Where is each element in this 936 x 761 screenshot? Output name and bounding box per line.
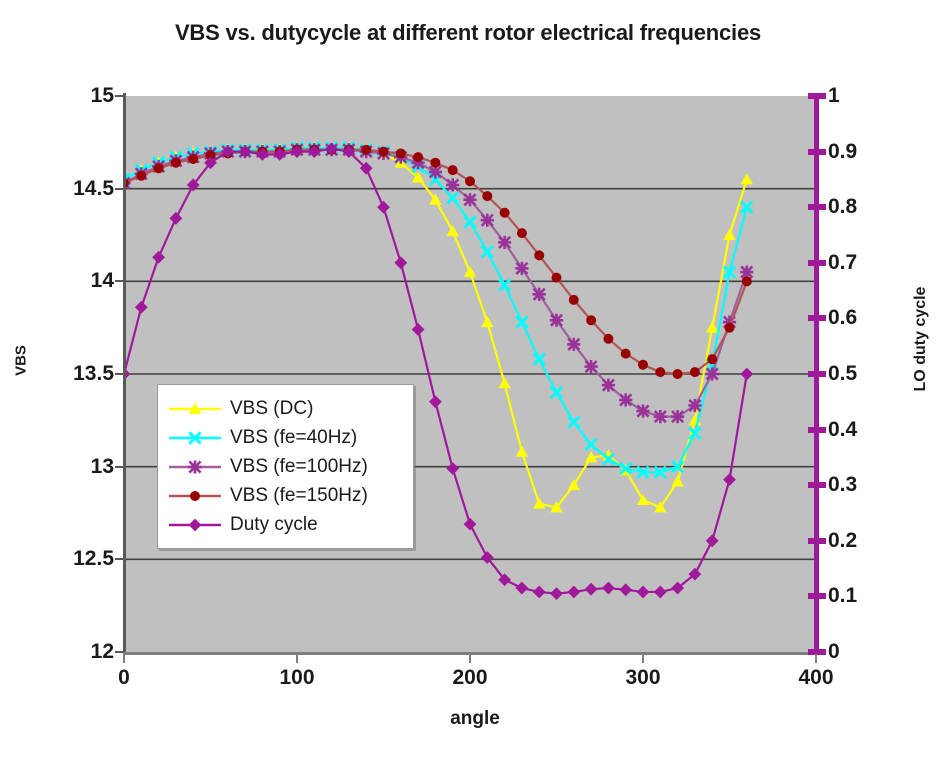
y-tick-mark-right — [808, 148, 826, 155]
chart-legend: VBS (DC) VBS (fe=40Hz) VBS (fe=100Hz) VBS (… — [157, 384, 414, 549]
plot-svg — [124, 141, 816, 601]
chart-title: VBS vs. dutycycle at different rotor ele… — [174, 20, 762, 45]
y-tick-label-right: 0.3 — [828, 473, 858, 497]
legend-item[interactable]: VBS (fe=100Hz) — [158, 452, 413, 481]
y-tick-label-left: 12 — [90, 640, 114, 663]
y-tick-label-right: 1 — [828, 84, 840, 107]
y-tick-label-right: 0.5 — [828, 362, 858, 385]
bottom-axis-line — [123, 652, 819, 655]
left-axis-line — [123, 93, 126, 655]
y-tick-mark-right — [808, 426, 826, 433]
x-tick-label: 100 — [279, 666, 315, 689]
legend-item-label: VBS (DC) — [230, 397, 314, 419]
y-tick-mark-right — [808, 371, 826, 377]
y-tick-label-right: 0.4 — [828, 417, 858, 441]
y-tick-label-left: 14 — [90, 269, 114, 293]
legend-item[interactable]: VBS (fe=150Hz) — [158, 481, 413, 510]
y-tick-mark-right — [808, 482, 826, 489]
y-axis-label-left: VBS — [12, 345, 30, 376]
legend-item[interactable]: Duty cycle — [158, 510, 413, 539]
x-tick-mark — [469, 654, 471, 663]
y-tick-label-right: 0.6 — [828, 306, 858, 330]
y-tick-mark-right — [808, 204, 826, 211]
x-axis-tick-labels: 0 100 200 300 400 — [0, 666, 936, 696]
x-tick-label: 200 — [452, 666, 488, 689]
y-tick-label-right: 0.7 — [828, 250, 858, 274]
y-tick-label-right: 0.2 — [828, 528, 858, 552]
legend-item[interactable]: VBS (fe=40Hz) — [158, 423, 413, 452]
y-tick-mark-left — [115, 95, 124, 97]
y-tick-label-left: 14.5 — [73, 176, 114, 200]
x-tick-label: 300 — [625, 666, 661, 689]
y-tick-label-left: 15 — [90, 84, 114, 107]
legend-marker-icon — [168, 428, 222, 448]
y-axis-label-right: LO duty cycle — [912, 286, 929, 392]
y-tick-label-left: 12.5 — [73, 547, 114, 571]
legend-item-label: VBS (fe=100Hz) — [230, 455, 368, 477]
y-tick-label-right: 0 — [828, 640, 840, 663]
y-tick-label-left: 13 — [90, 454, 114, 478]
y-tick-mark-right — [808, 93, 826, 99]
x-tick-mark — [642, 654, 644, 663]
legend-marker-icon — [168, 457, 222, 477]
legend-item-label: VBS (fe=150Hz) — [230, 484, 368, 506]
legend-item[interactable]: VBS (DC) — [158, 394, 413, 423]
x-tick-mark — [123, 654, 125, 663]
legend-item-label: VBS (fe=40Hz) — [230, 426, 358, 448]
legend-marker-icon — [168, 515, 222, 535]
legend-marker-icon — [168, 399, 222, 419]
y-tick-mark-right — [808, 537, 826, 544]
left-axis-tick-labels: 15 14.5 14 13.5 13 12.5 12 — [52, 84, 114, 663]
y-tick-label-right: 0.1 — [828, 584, 858, 608]
y-tick-mark-left — [115, 280, 124, 283]
x-axis-label: angle — [450, 708, 500, 729]
y-tick-label-right: 0.8 — [828, 195, 858, 219]
plot-area — [124, 96, 816, 652]
y-tick-mark-right — [808, 315, 826, 322]
y-tick-mark-left — [115, 465, 124, 468]
y-tick-mark-right — [808, 593, 826, 600]
y-tick-mark-left — [115, 187, 124, 190]
legend-marker-icon — [168, 486, 222, 506]
x-tick-mark — [815, 654, 817, 663]
y-tick-mark-right — [808, 259, 826, 266]
x-tick-label: 0 — [118, 666, 130, 689]
y-tick-mark-right — [808, 649, 826, 655]
x-tick-mark — [296, 654, 298, 663]
y-tick-mark-left — [115, 651, 124, 653]
legend-item-label: Duty cycle — [230, 513, 318, 535]
y-tick-label-right: 0.9 — [828, 139, 858, 163]
right-axis-tick-labels: 1 0.9 0.8 0.7 0.6 0.5 0.4 0.3 0.2 0.1 0 — [828, 84, 878, 663]
x-tick-label: 400 — [798, 666, 834, 689]
y-tick-mark-left — [115, 558, 124, 561]
y-tick-label-left: 13.5 — [73, 362, 114, 385]
y-tick-mark-left — [115, 373, 124, 375]
